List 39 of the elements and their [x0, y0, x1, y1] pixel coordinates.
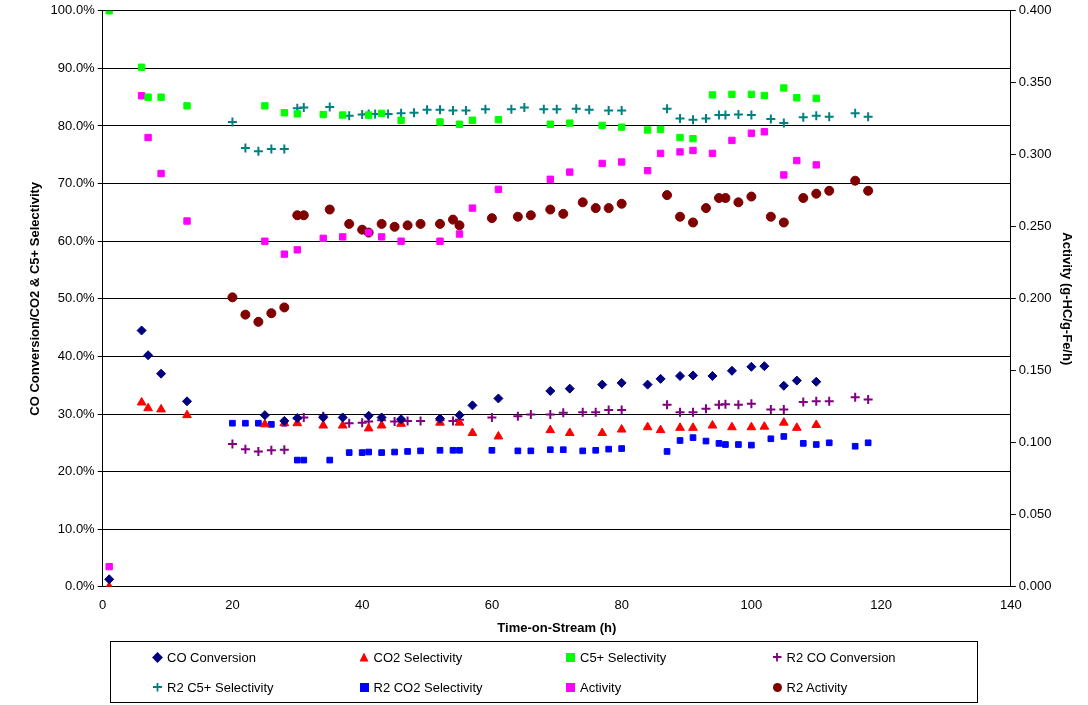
- y2-tick-label: 0.250: [1018, 218, 1052, 234]
- y2-tick-label: 0.400: [1018, 2, 1052, 18]
- x-tick-label: 100: [740, 597, 763, 613]
- legend-label: R2 C5+ Selectivity: [167, 679, 274, 695]
- x-tick-label: 120: [870, 597, 892, 613]
- legend-label: CO Conversion: [167, 649, 256, 665]
- legend-label: R2 CO2 Selectivity: [373, 679, 483, 695]
- y-tick-label: 80.0%: [57, 117, 96, 133]
- x-tick-label: 60: [484, 597, 500, 613]
- y2-axis-title: Activity (g-HC/g-Fe/h): [1059, 232, 1075, 366]
- legend-label: C5+ Selectivity: [580, 649, 667, 665]
- y-tick-label: 50.0%: [57, 290, 96, 306]
- y-tick-label: 30.0%: [57, 405, 96, 421]
- y-tick-label: 60.0%: [57, 232, 96, 248]
- x-tick-label: 20: [225, 597, 240, 613]
- y2-tick-label: 0.050: [1018, 506, 1052, 522]
- y-axis-title: CO Conversion/CO2 & C5+ Selectivity: [27, 181, 43, 416]
- y-tick-label: 10.0%: [57, 520, 96, 536]
- legend-label: Activity: [580, 679, 622, 695]
- y2-tick-label: 0.200: [1018, 290, 1052, 306]
- x-tick-label: 0: [99, 597, 107, 613]
- x-tick-label: 140: [1000, 597, 1022, 613]
- y-tick-label: 70.0%: [57, 175, 96, 191]
- x-tick-label: 40: [354, 597, 370, 613]
- legend-label: R2 CO Conversion: [786, 649, 896, 665]
- x-tick-label: 80: [614, 597, 629, 613]
- y2-tick-label: 0.300: [1018, 146, 1052, 162]
- y2-tick-label: 0.150: [1018, 362, 1052, 378]
- y2-tick-label: 0.100: [1018, 434, 1052, 450]
- y2-tick-label: 0.350: [1018, 74, 1052, 90]
- y2-tick-label: 0.000: [1018, 578, 1052, 594]
- legend-label: R2 Activity: [786, 679, 848, 695]
- legend-label: CO2 Selectivity: [373, 649, 463, 665]
- y-tick-label: 0.0%: [65, 578, 96, 594]
- x-axis-title: Time-on-Stream (h): [497, 619, 617, 635]
- y-tick-label: 40.0%: [57, 347, 96, 363]
- y-tick-label: 90.0%: [57, 59, 96, 75]
- y-tick-label: 100.0%: [50, 2, 96, 18]
- y-tick-label: 20.0%: [57, 463, 96, 479]
